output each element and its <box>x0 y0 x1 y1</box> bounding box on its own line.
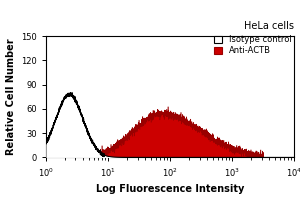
Text: HeLa cells: HeLa cells <box>244 21 294 31</box>
Y-axis label: Relative Cell Number: Relative Cell Number <box>6 38 16 155</box>
X-axis label: Log Fluorescence Intensity: Log Fluorescence Intensity <box>96 184 244 194</box>
Legend: Isotype control, Anti-ACTB: Isotype control, Anti-ACTB <box>213 34 292 56</box>
